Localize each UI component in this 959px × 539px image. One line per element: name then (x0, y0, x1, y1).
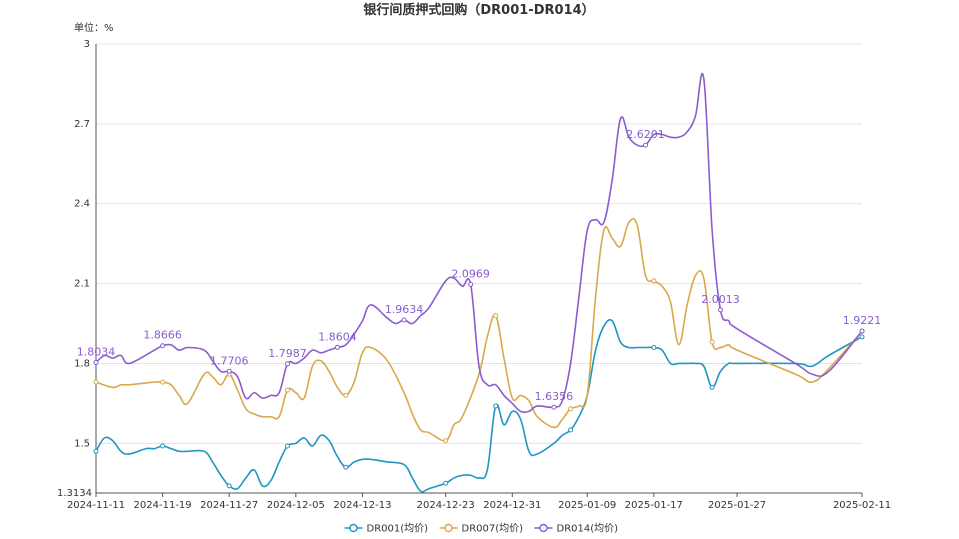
x-tick-label: 2025-01-17 (625, 500, 683, 511)
data-marker (226, 368, 232, 374)
data-label: 2.6201 (626, 128, 665, 141)
chart-title: 银行间质押式回购（DR001-DR014） (363, 2, 594, 18)
data-marker (285, 443, 290, 449)
x-tick-label: 2024-12-23 (417, 500, 475, 511)
data-marker (160, 379, 166, 385)
legend-item-3[interactable]: DR014(均价) (534, 523, 619, 535)
data-marker (285, 387, 290, 393)
data-marker (568, 427, 574, 433)
legend[interactable]: DR001(均价) DR007(均价) DR014(均价) (344, 523, 619, 535)
unit-label: 单位：% (74, 21, 114, 34)
series-line-2 (95, 217, 863, 442)
data-marker (443, 480, 449, 486)
data-marker (651, 278, 657, 284)
data-marker (468, 281, 474, 287)
series-line-1 (95, 318, 863, 493)
grid-lines (96, 43, 862, 444)
y-tick-label: 1.8 (74, 358, 90, 369)
data-marker (709, 384, 715, 390)
y-tick-label: 3 (84, 39, 90, 50)
data-marker (93, 360, 99, 366)
legend-swatch-marker (539, 523, 548, 533)
data-label: 1.9634 (385, 303, 424, 316)
x-tick-label: 2024-12-13 (333, 500, 391, 511)
y-tick-label: 1.5 (74, 438, 90, 449)
data-marker (493, 313, 499, 319)
data-marker (93, 379, 99, 385)
data-label: 2.0969 (451, 267, 490, 280)
series-lines (95, 73, 863, 493)
data-label: 1.6356 (535, 390, 574, 403)
legend-label: DR007(均价) (462, 523, 524, 535)
data-label: 2.0013 (701, 293, 740, 306)
x-tick-label: 2024-11-11 (67, 500, 125, 511)
data-label: 1.8666 (143, 329, 182, 342)
data-marker (551, 404, 557, 410)
x-tick-label: 2024-12-31 (483, 500, 541, 511)
data-marker (643, 142, 649, 148)
x-tick-label: 2025-02-11 (833, 500, 891, 511)
x-tick-label: 2025-01-09 (558, 500, 616, 511)
data-marker (717, 307, 723, 313)
data-marker (859, 328, 865, 334)
y-tick-label: 2.7 (74, 119, 90, 130)
legend-item-2[interactable]: DR007(均价) (439, 523, 524, 535)
data-marker (401, 317, 407, 323)
data-labels: 1.8034 1.8666 1.7706 1.7987 1.8604 1.9634 2.09… (77, 128, 882, 403)
data-marker (226, 483, 232, 489)
data-label: 1.9221 (843, 314, 882, 327)
y-tick-label: 2.1 (74, 279, 90, 290)
legend-label: DR001(均价) (367, 523, 429, 535)
data-markers (93, 142, 865, 489)
data-marker (160, 443, 166, 449)
legend-item-1[interactable]: DR001(均价) (344, 523, 429, 535)
data-marker (285, 361, 290, 367)
data-label: 1.7987 (268, 347, 307, 360)
data-marker (493, 403, 499, 409)
x-tick-label: 2024-12-05 (267, 500, 325, 511)
data-marker (568, 406, 574, 412)
data-marker (160, 343, 166, 349)
data-marker (343, 392, 349, 398)
legend-swatch-marker (349, 523, 358, 533)
data-label: 1.8604 (318, 330, 357, 343)
legend-swatch-marker (444, 523, 453, 533)
data-marker (93, 448, 99, 454)
legend-label: DR014(均价) (557, 523, 619, 535)
data-marker (709, 339, 715, 345)
data-marker (334, 344, 340, 350)
x-tick-label: 2024-11-19 (134, 500, 192, 511)
y-min-label: 1.3134 (57, 488, 92, 499)
data-label: 1.8034 (77, 346, 116, 359)
data-marker (343, 464, 349, 470)
x-tick-label: 2024-11-27 (200, 500, 258, 511)
y-tick-label: 2.4 (74, 199, 90, 210)
data-marker (859, 334, 865, 340)
data-marker (651, 344, 657, 350)
data-marker (443, 438, 449, 444)
x-tick-label: 2025-01-27 (708, 500, 766, 511)
data-label: 1.7706 (210, 354, 249, 367)
